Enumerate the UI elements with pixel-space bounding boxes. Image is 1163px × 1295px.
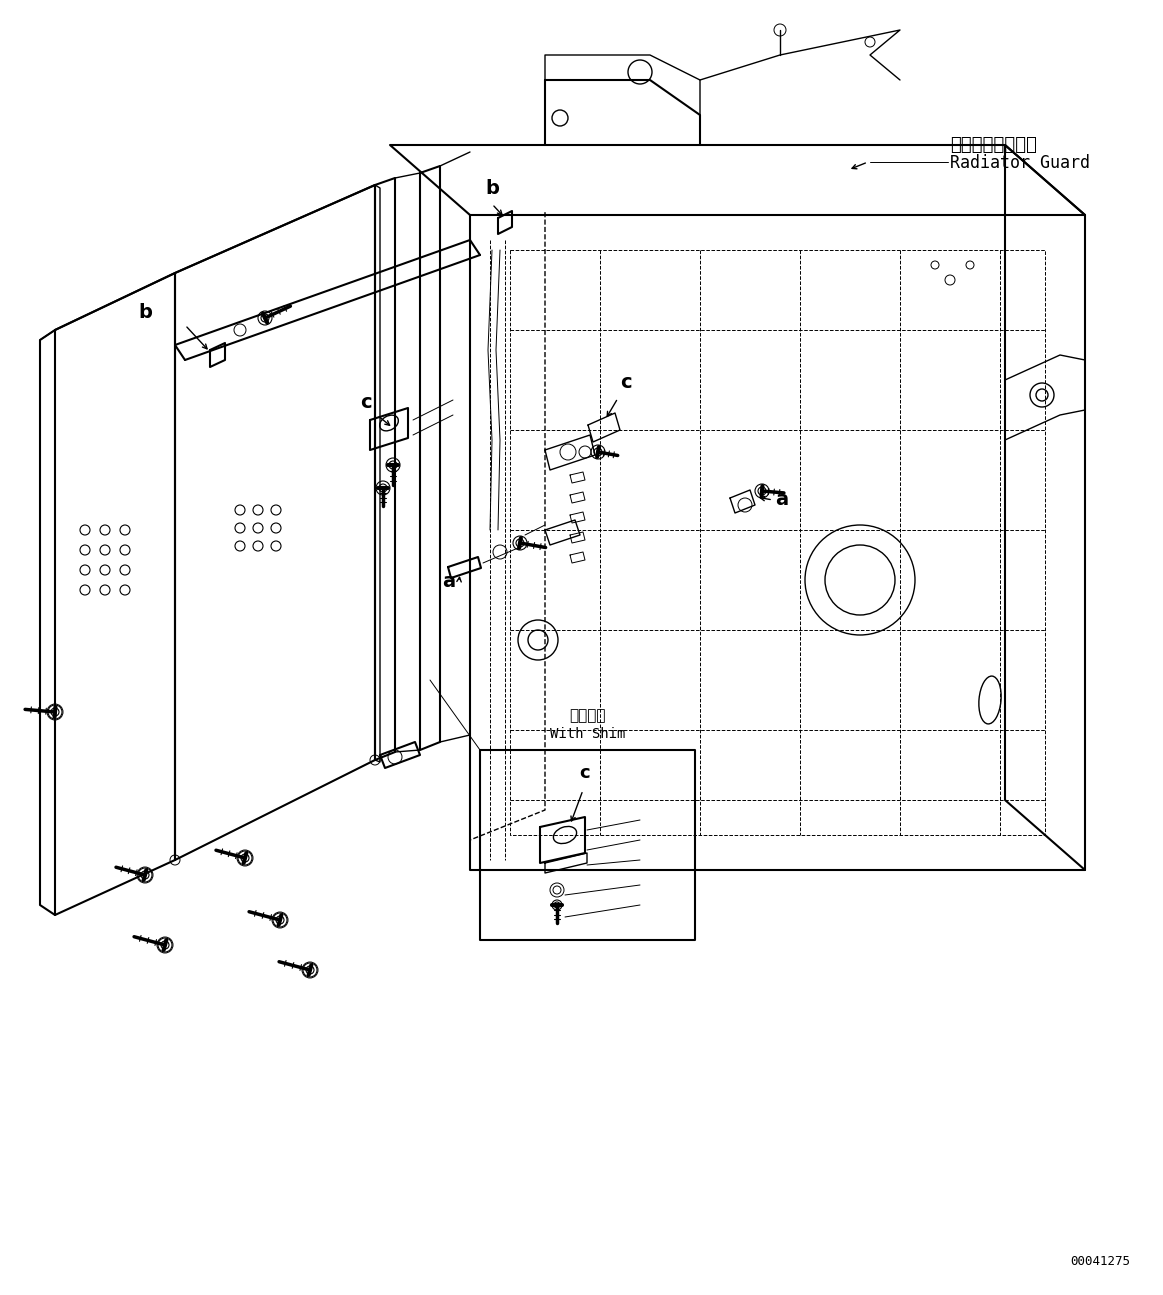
Text: シム付き: シム付き <box>569 708 606 723</box>
Text: a: a <box>442 572 455 591</box>
Text: c: c <box>579 764 591 782</box>
Text: Radiator Guard: Radiator Guard <box>950 154 1090 172</box>
Text: b: b <box>138 303 152 322</box>
Text: b: b <box>485 179 499 198</box>
Text: With Shim: With Shim <box>550 726 626 741</box>
Text: c: c <box>620 373 632 392</box>
Text: c: c <box>361 392 372 412</box>
Text: ラジエータガード: ラジエータガード <box>950 136 1037 154</box>
Text: a: a <box>775 490 789 509</box>
Text: 00041275: 00041275 <box>1070 1255 1130 1268</box>
